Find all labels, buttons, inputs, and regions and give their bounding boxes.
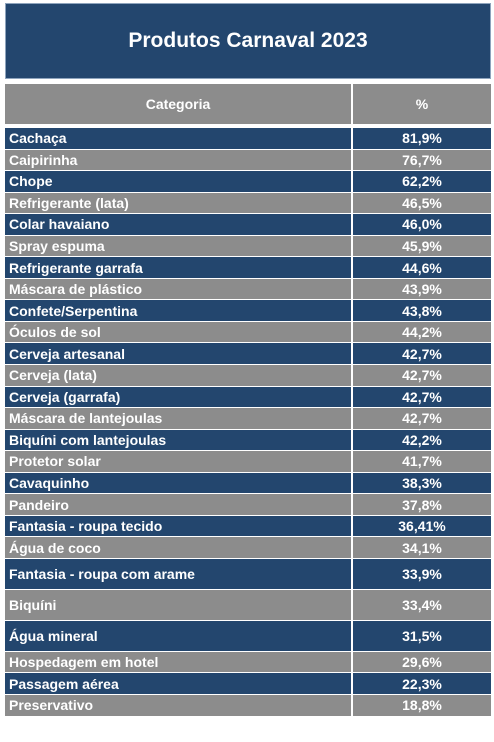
row-categoria: Máscara de plástico bbox=[5, 278, 353, 300]
row-percent: 43,8% bbox=[402, 302, 442, 319]
row-percent: 29,6% bbox=[402, 654, 442, 671]
row-categoria: Máscara de lantejoulas bbox=[5, 408, 353, 429]
row-percent: 41,7% bbox=[402, 453, 442, 470]
table-row: Colar havaiano 46,0% bbox=[5, 214, 491, 236]
row-percent: 34,1% bbox=[402, 539, 442, 556]
table-row: Cerveja (lata) 42,7% bbox=[5, 365, 491, 387]
row-percent: 42,7% bbox=[402, 345, 442, 362]
table-header-row: Categoria % bbox=[5, 84, 491, 124]
table-row: Chope 62,2% bbox=[5, 171, 491, 193]
row-percent: 42,2% bbox=[402, 431, 442, 448]
row-categoria: Água mineral bbox=[5, 620, 353, 651]
row-percent: 62,2% bbox=[402, 173, 442, 190]
table-row: Cavaquinho 38,3% bbox=[5, 472, 491, 495]
row-categoria: Fantasia - roupa com arame bbox=[5, 558, 353, 589]
row-categoria: Chope bbox=[5, 171, 353, 192]
table-row: Refrigerante garrafa 44,6% bbox=[5, 257, 491, 279]
table-row: Fantasia - roupa tecido 36,41% bbox=[5, 515, 491, 538]
table-row: Fantasia - roupa com arame 33,9% bbox=[5, 558, 491, 590]
table-row: Preservativo 18,8% bbox=[5, 695, 491, 717]
row-categoria: Passagem aérea bbox=[5, 673, 353, 695]
row-percent: 44,2% bbox=[402, 324, 442, 341]
table-row: Cerveja (garrafa) 42,7% bbox=[5, 386, 491, 409]
table-row: Máscara de lantejoulas 42,7% bbox=[5, 408, 491, 430]
table-row: Hospedagem em hotel 29,6% bbox=[5, 651, 491, 674]
table-row: Passagem aérea 22,3% bbox=[5, 673, 491, 696]
table-row: Spray espuma 45,9% bbox=[5, 235, 491, 258]
table-title-bar: Produtos Carnaval 2023 bbox=[5, 3, 491, 79]
row-percent: 76,7% bbox=[402, 151, 442, 168]
row-percent: 81,9% bbox=[402, 130, 442, 147]
table-title: Produtos Carnaval 2023 bbox=[128, 29, 368, 52]
row-percent: 22,3% bbox=[402, 675, 442, 692]
row-categoria: Refrigerante (lata) bbox=[5, 192, 353, 214]
row-categoria: Caipirinha bbox=[5, 149, 353, 171]
row-categoria: Protetor solar bbox=[5, 451, 353, 472]
row-categoria: Hospedagem em hotel bbox=[5, 651, 353, 673]
table-row: Refrigerante (lata) 46,5% bbox=[5, 192, 491, 215]
table-container: Produtos Carnaval 2023 Categoria % Cacha… bbox=[5, 3, 491, 717]
row-categoria: Biquíni bbox=[5, 589, 353, 620]
table-row: Máscara de plástico 43,9% bbox=[5, 278, 491, 301]
row-categoria: Biquíni com lantejoulas bbox=[5, 429, 353, 451]
table-row: Caipirinha 76,7% bbox=[5, 149, 491, 172]
row-percent: 42,7% bbox=[402, 367, 442, 384]
row-percent: 18,8% bbox=[402, 697, 442, 714]
row-categoria: Confete/Serpentina bbox=[5, 300, 353, 321]
row-percent: 46,0% bbox=[402, 216, 442, 233]
row-categoria: Cerveja artesanal bbox=[5, 343, 353, 365]
table-row: Biquíni com lantejoulas 42,2% bbox=[5, 429, 491, 452]
row-percent: 38,3% bbox=[402, 475, 442, 492]
row-percent: 46,5% bbox=[402, 194, 442, 211]
row-percent: 33,9% bbox=[402, 565, 442, 582]
row-percent: 42,7% bbox=[402, 410, 442, 427]
row-percent: 43,9% bbox=[402, 281, 442, 298]
table-row: Pandeiro 37,8% bbox=[5, 494, 491, 516]
row-categoria: Cavaquinho bbox=[5, 472, 353, 494]
row-categoria: Fantasia - roupa tecido bbox=[5, 515, 353, 537]
row-categoria: Água de coco bbox=[5, 537, 353, 558]
row-percent: 33,4% bbox=[402, 596, 442, 613]
row-categoria: Cerveja (lata) bbox=[5, 365, 353, 386]
row-percent: 31,5% bbox=[402, 627, 442, 644]
table-row: Protetor solar 41,7% bbox=[5, 451, 491, 473]
header-categoria: Categoria bbox=[5, 84, 353, 124]
row-percent: 37,8% bbox=[402, 496, 442, 513]
row-categoria: Óculos de sol bbox=[5, 321, 353, 343]
row-categoria: Cachaça bbox=[5, 128, 353, 149]
row-categoria: Cerveja (garrafa) bbox=[5, 386, 353, 408]
table-row: Óculos de sol 44,2% bbox=[5, 321, 491, 344]
table-row: Confete/Serpentina 43,8% bbox=[5, 300, 491, 322]
table-row: Água de coco 34,1% bbox=[5, 537, 491, 559]
table-row: Cerveja artesanal 42,7% bbox=[5, 343, 491, 366]
row-percent: 36,41% bbox=[398, 518, 446, 535]
table-body: Cachaça 81,9% Caipirinha 76,7% Chope 62,2% Ref… bbox=[5, 128, 491, 717]
row-categoria: Colar havaiano bbox=[5, 214, 353, 235]
row-categoria: Pandeiro bbox=[5, 494, 353, 515]
row-categoria: Refrigerante garrafa bbox=[5, 257, 353, 278]
table-row: Água mineral 31,5% bbox=[5, 620, 491, 652]
row-categoria: Spray espuma bbox=[5, 235, 353, 257]
header-percent: % bbox=[415, 96, 429, 112]
row-percent: 45,9% bbox=[402, 238, 442, 254]
table-row: Biquíni 33,4% bbox=[5, 589, 491, 621]
row-percent: 44,6% bbox=[402, 259, 442, 276]
row-categoria: Preservativo bbox=[5, 695, 353, 716]
row-percent: 42,7% bbox=[402, 388, 442, 405]
table-row: Cachaça 81,9% bbox=[5, 128, 491, 150]
